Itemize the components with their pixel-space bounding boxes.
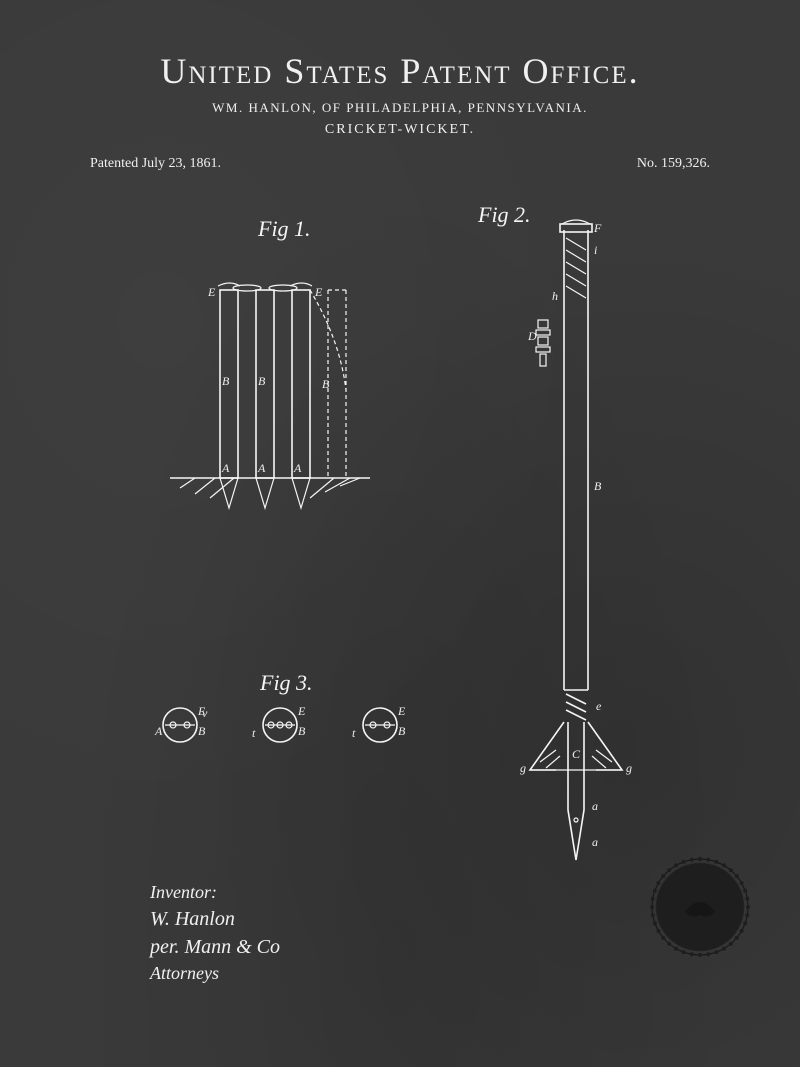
subject-title: CRICKET-WICKET. (0, 122, 800, 138)
svg-text:E: E (314, 285, 323, 299)
svg-text:g: g (520, 761, 526, 775)
meta-row: Patented July 23, 1861. No. 159,326. (0, 156, 800, 172)
svg-text:B: B (398, 724, 406, 738)
svg-text:h: h (552, 289, 558, 303)
office-title: United States Patent Office. (0, 50, 800, 92)
svg-text:E: E (207, 285, 216, 299)
fig3-drawing: E B A E B t E B t v (140, 695, 460, 775)
svg-text:a: a (592, 835, 598, 849)
svg-text:B: B (198, 724, 206, 738)
signature-block: Inventor: W. Hanlon per. Mann & Co Attor… (150, 880, 280, 986)
fig1-drawing: E E B B B A A A (160, 240, 420, 540)
svg-text:v: v (202, 706, 208, 720)
inventor-signature: W. Hanlon (150, 905, 280, 933)
svg-text:t: t (252, 726, 256, 740)
svg-text:C: C (572, 747, 581, 761)
patent-number: No. 159,326. (637, 156, 710, 172)
attorneys-label: Attorneys (150, 961, 280, 986)
svg-text:A: A (221, 461, 230, 475)
inventor-line: WM. HANLON, OF PHILADELPHIA, PENNSYLVANI… (0, 100, 800, 116)
witness-signature: per. Mann & Co (150, 933, 280, 961)
svg-text:D: D (527, 329, 537, 343)
patent-date: Patented July 23, 1861. (90, 156, 221, 172)
svg-text:A: A (154, 724, 163, 738)
fig1-label: Fig 1. (258, 216, 311, 242)
svg-text:i: i (594, 243, 597, 257)
patent-header: United States Patent Office. WM. HANLON,… (0, 0, 800, 172)
inventor-label: Inventor: (150, 880, 280, 905)
svg-text:a: a (592, 799, 598, 813)
svg-text:B: B (298, 724, 306, 738)
svg-text:E: E (297, 704, 306, 718)
svg-text:B: B (258, 374, 266, 388)
svg-text:B: B (222, 374, 230, 388)
svg-text:E: E (397, 704, 406, 718)
patent-seal-icon (650, 857, 750, 957)
svg-text:t: t (352, 726, 356, 740)
svg-text:g: g (626, 761, 632, 775)
fig3-label: Fig 3. (260, 670, 313, 696)
fig2-drawing: F i h D B e C g g a a (500, 210, 670, 890)
svg-text:B: B (594, 479, 602, 493)
svg-text:e: e (596, 699, 602, 713)
svg-text:A: A (293, 461, 302, 475)
svg-text:A: A (257, 461, 266, 475)
svg-text:B: B (322, 377, 330, 391)
svg-text:F: F (593, 221, 602, 235)
